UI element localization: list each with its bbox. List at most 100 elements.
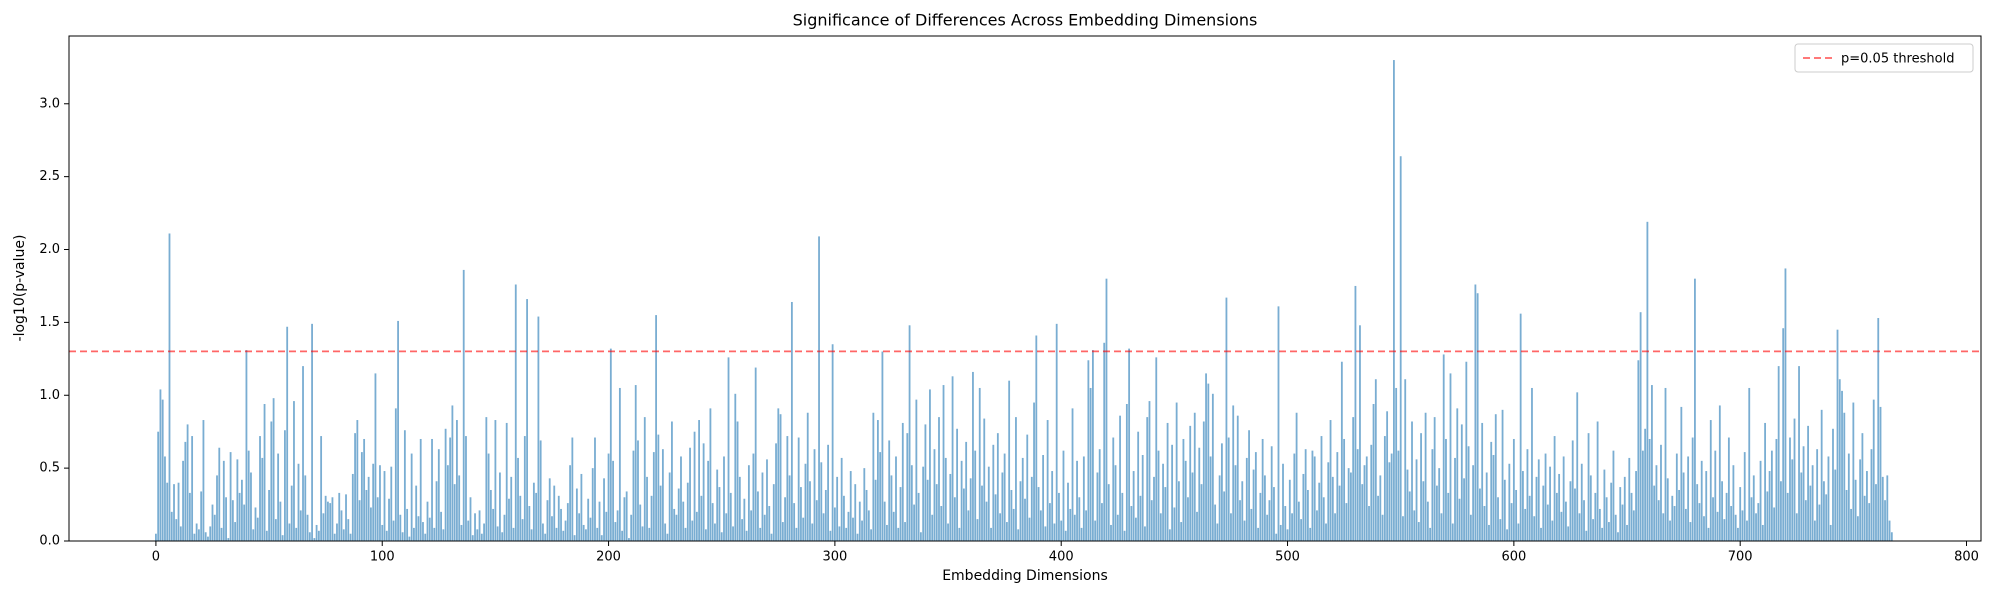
- bar: [424, 533, 427, 541]
- bar: [272, 398, 275, 541]
- bar: [250, 472, 252, 541]
- bar: [646, 476, 648, 541]
- bar: [738, 476, 741, 541]
- bar: [1062, 450, 1065, 541]
- bar: [388, 498, 390, 541]
- bar: [1395, 387, 1398, 541]
- bar: [1300, 519, 1303, 541]
- bar: [734, 393, 737, 541]
- x-axis-label: Embedding Dimensions: [942, 568, 1108, 584]
- bar: [1302, 473, 1305, 541]
- bar: [1662, 513, 1665, 541]
- bar: [1408, 491, 1411, 541]
- bar: [603, 478, 605, 541]
- x-tick-label: 300: [822, 550, 847, 565]
- bar: [227, 538, 230, 541]
- bar: [200, 491, 203, 541]
- bar: [1436, 485, 1438, 541]
- bar: [313, 538, 316, 541]
- bar: [874, 479, 877, 541]
- x-tick-label: 800: [1954, 550, 1979, 565]
- bar: [865, 489, 868, 541]
- bar: [1793, 418, 1796, 541]
- bar: [270, 421, 273, 541]
- bar: [1159, 513, 1162, 541]
- bar: [677, 488, 680, 541]
- bar: [1309, 527, 1312, 541]
- bar: [781, 522, 784, 541]
- bar: [720, 532, 723, 541]
- bar: [1626, 524, 1628, 541]
- bar: [1515, 489, 1518, 541]
- bar: [648, 527, 651, 541]
- bar: [926, 479, 929, 541]
- bar: [1243, 520, 1246, 541]
- bar: [824, 489, 827, 541]
- bar: [779, 414, 782, 541]
- bar: [1494, 414, 1497, 541]
- bar: [623, 497, 626, 541]
- bar: [854, 484, 857, 541]
- bar: [1680, 406, 1683, 541]
- bar: [261, 457, 264, 541]
- bar: [537, 316, 540, 541]
- bar: [1483, 506, 1486, 541]
- bar: [1257, 527, 1260, 541]
- bar: [327, 501, 329, 541]
- bar: [1010, 489, 1013, 541]
- bar: [901, 422, 904, 541]
- bar: [209, 526, 212, 541]
- bar: [1467, 446, 1470, 541]
- bar: [1273, 487, 1275, 541]
- bar: [1039, 510, 1042, 541]
- bar: [836, 476, 839, 541]
- bar: [908, 325, 911, 541]
- bar: [184, 441, 187, 541]
- bar: [1791, 459, 1794, 541]
- bar: [757, 491, 759, 541]
- bar: [711, 503, 714, 541]
- bar: [847, 511, 850, 541]
- bar: [539, 440, 542, 541]
- bar: [544, 533, 547, 541]
- bar: [969, 478, 972, 541]
- bar: [1691, 437, 1694, 541]
- bar: [953, 497, 956, 541]
- bar: [360, 452, 363, 541]
- bar: [557, 495, 560, 541]
- bar: [1565, 501, 1567, 541]
- bar: [428, 517, 431, 541]
- bar: [535, 492, 538, 541]
- bar: [1752, 475, 1755, 541]
- bar: [241, 479, 243, 541]
- bar: [962, 488, 965, 541]
- bar: [161, 399, 164, 541]
- bar: [693, 431, 696, 541]
- bar: [831, 344, 834, 541]
- bar: [614, 522, 617, 541]
- bar: [1850, 508, 1852, 541]
- bar: [661, 449, 664, 541]
- bar: [1393, 60, 1395, 542]
- bar: [413, 527, 415, 541]
- bar: [562, 530, 565, 541]
- bar: [671, 421, 673, 541]
- bar: [1442, 354, 1445, 541]
- bar: [1705, 471, 1708, 541]
- bar: [1614, 514, 1617, 541]
- bar: [433, 527, 436, 541]
- bar: [1116, 514, 1119, 541]
- bar: [1397, 450, 1400, 541]
- bar: [1327, 462, 1330, 541]
- bar: [1098, 449, 1101, 541]
- bar: [1823, 481, 1825, 541]
- bar: [732, 526, 734, 541]
- bar: [1746, 520, 1748, 541]
- plot-frame: [68, 35, 1982, 542]
- bar: [981, 485, 983, 541]
- bar: [408, 536, 411, 541]
- bar: [1447, 492, 1450, 541]
- bar: [1121, 492, 1124, 541]
- bar: [1313, 456, 1316, 541]
